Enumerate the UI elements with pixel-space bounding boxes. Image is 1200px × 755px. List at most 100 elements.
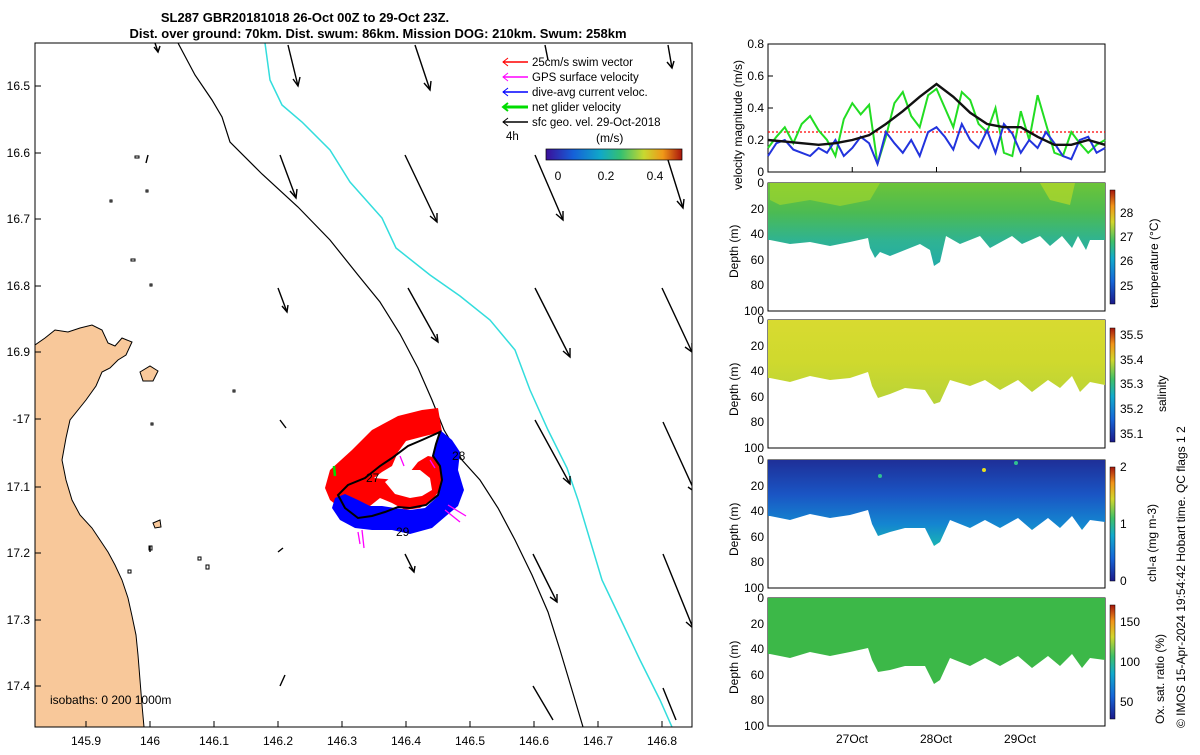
reef [109,155,236,574]
chl-y-tick: 0 [757,453,764,467]
chl-y-tick: 80 [751,555,765,569]
sal-y-axis-label: Depth (m) [727,363,741,416]
map-panel: 27 28 29 145.9 146 146.1 146.2 146.3 146… [7,42,693,748]
map-x-tick-label: 146.1 [199,734,229,748]
sal-y-tick: 20 [751,339,765,353]
colorbar-tick: 0.2 [598,169,615,183]
temperature-warm-top [1040,183,1075,205]
sal-c-tick: 35.3 [1120,377,1144,391]
map-x-tick-label: 146.8 [647,734,677,748]
salinity-panel: 0 20 40 60 80 100 Depth (m) 35.1 35.2 35… [727,313,1169,455]
ox-colorbar-label: Ox. sat. ratio (%) [1153,634,1167,724]
ox-c-tick: 150 [1120,615,1140,629]
chla-hotspot [982,468,986,472]
sal-colorbar [1109,327,1116,443]
chla-panel: 0 20 40 60 80 100 Depth (m) 0 1 2 chl-a … [727,453,1159,595]
ox-c-tick: 50 [1120,695,1134,709]
vel-y-tick-label: 0.8 [747,37,764,51]
time-x-tick: 28Oct [920,732,953,746]
chl-y-tick: 100 [744,581,764,595]
velocity-panel: 0 0.2 0.4 0.6 0.8 velocity magnitude (m/… [731,37,1106,190]
map-y-tick-label: 17.1 [7,480,31,494]
ox-y-axis-label: Depth (m) [727,641,741,694]
ox-y-tick: 40 [751,642,765,656]
map-y-ticks [35,85,41,687]
map-x-tick-label: 146.3 [327,734,357,748]
colorbar-tick: 0.4 [647,169,664,183]
chla-hotspot [1014,461,1018,465]
sal-colorbar-label: salinity [1155,375,1169,412]
temp-y-tick: 40 [751,227,765,241]
sal-y-tick: 40 [751,364,765,378]
map-frame [34,42,693,728]
legend-label: net glider velocity [532,102,621,114]
chla-field [768,460,1105,546]
map-y-tick-label: -17 [13,412,31,426]
map-title-line2: Dist. over ground: 70km. Dist. swum: 86k… [129,26,626,41]
vel-y-tick-label: 0.4 [747,101,764,115]
day-label: 29 [396,525,410,539]
sal-c-tick: 35.2 [1120,402,1144,416]
sal-c-tick: 35.5 [1120,328,1144,342]
time-x-tick: 27Oct [836,732,869,746]
legend-label: GPS surface velocity [532,72,639,84]
velocity-series-line [767,121,1106,168]
map-x-tick-label: 146.7 [583,734,613,748]
isobath-200m [177,43,584,727]
temp-y-tick: 100 [744,304,764,318]
ox-y-tick: 60 [751,668,765,682]
chl-y-tick: 60 [751,530,765,544]
map-y-tick-label: 16.5 [7,79,31,93]
temp-colorbar [1109,189,1116,305]
map-x-tick-label: 146.2 [263,734,293,748]
isobaths-label: isobaths: 0 200 1000m [50,693,171,707]
map-title-line1: SL287 GBR20181018 26-Oct 00Z to 29-Oct 2… [161,10,449,25]
ox-colorbar [1109,604,1116,720]
temperature-field [768,183,1105,266]
chl-c-tick: 1 [1120,517,1127,531]
map-y-tick-label: 16.9 [7,345,31,359]
temp-c-tick: 27 [1120,230,1134,244]
map-y-tick-label: 16.6 [7,146,31,160]
temp-c-tick: 26 [1120,254,1134,268]
map-x-tick-label: 145.9 [71,734,101,748]
sal-y-tick: 80 [751,415,765,429]
temp-y-axis-label: Depth (m) [727,225,741,278]
map-colorbar [545,148,683,161]
island [139,365,159,382]
legend-label: sfc geo. vel. 29-Oct-2018 [532,117,660,129]
vel-y-tick-label: 0 [757,165,764,179]
temperature-warm-top [770,183,880,206]
velocity-series-line [767,87,1106,165]
salinity-field [768,320,1105,404]
chl-y-axis-label: Depth (m) [727,503,741,556]
day-label: 27 [366,471,380,485]
map-legend: 25cm/s swim vector GPS surface velocity … [501,57,683,183]
velocity-series-line [767,82,1106,147]
colorbar-tick: 0 [555,169,562,183]
sal-c-tick: 35.4 [1120,353,1144,367]
legend-4h: 4h [506,131,519,143]
sal-y-tick: 60 [751,390,765,404]
temp-y-tick: 0 [757,176,764,190]
vel-y-tick-label: 0.6 [747,69,764,83]
temp-y-tick: 20 [751,202,765,216]
temp-c-tick: 25 [1120,279,1134,293]
map-y-tick-label: 16.7 [7,212,31,226]
map-x-tick-label: 146 [140,734,160,748]
chl-colorbar [1109,466,1116,582]
map-x-tick-label: 146.4 [391,734,421,748]
vel-y-axis-label: velocity magnitude (m/s) [731,60,745,190]
map-y-tick-label: 17.2 [7,546,31,560]
temp-y-tick: 60 [751,253,765,267]
swim-vectors-inner [385,470,432,498]
map-x-tick-label: 146.5 [455,734,485,748]
sal-y-tick: 100 [744,441,764,455]
oxsat-field [768,598,1105,684]
gps-vectors [357,455,467,549]
time-x-tick: 29Oct [1004,732,1037,746]
ox-y-tick: 0 [757,591,764,605]
map-x-tick-label: 146.6 [519,734,549,748]
ox-y-tick: 20 [751,617,765,631]
map-y-tick-label: 17.3 [7,613,31,627]
